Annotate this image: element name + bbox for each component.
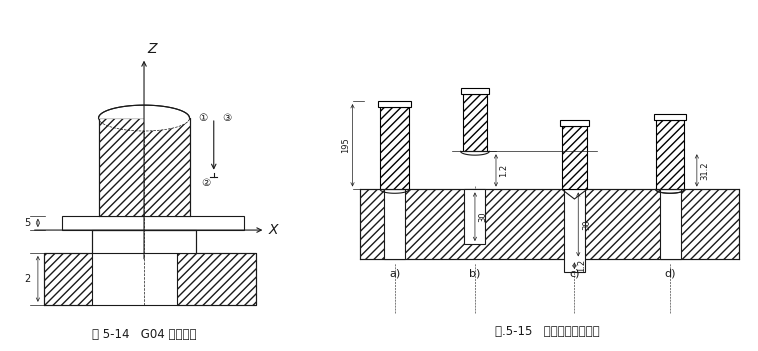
Text: 195: 195 [342, 138, 351, 153]
Bar [378, 101, 411, 107]
Text: d): d) [664, 269, 676, 279]
Bar [465, 190, 485, 244]
Bar [99, 118, 190, 216]
Bar [560, 120, 589, 126]
Text: ②: ② [202, 178, 211, 188]
Bar [381, 107, 409, 190]
Polygon shape [99, 105, 190, 118]
Text: 图 5-14   G04 编程举例: 图 5-14 G04 编程举例 [92, 328, 196, 341]
Text: 图.5-15   刀具长度补偿示例: 图.5-15 刀具长度补偿示例 [495, 325, 600, 338]
Text: 5: 5 [24, 218, 30, 228]
Text: ①: ① [199, 113, 208, 123]
Text: 30: 30 [582, 219, 591, 230]
Bar [562, 126, 587, 190]
Bar [461, 88, 490, 94]
PathPatch shape [144, 105, 190, 131]
Bar [177, 253, 256, 305]
Text: a): a) [389, 269, 400, 279]
Text: 1.2: 1.2 [578, 259, 587, 272]
Bar [654, 114, 686, 120]
Bar [462, 94, 487, 151]
Text: 2: 2 [24, 274, 30, 284]
Text: Z: Z [147, 42, 157, 56]
Bar [564, 190, 585, 272]
Text: ③: ③ [222, 113, 231, 123]
Text: X: X [268, 223, 278, 237]
Bar [384, 190, 405, 259]
Bar [659, 190, 681, 259]
Bar [360, 190, 739, 259]
Bar [92, 230, 196, 253]
Text: 30: 30 [478, 211, 487, 222]
Text: 1.2: 1.2 [499, 164, 508, 177]
Text: c): c) [569, 269, 580, 279]
Bar [44, 253, 92, 305]
Text: 31.2: 31.2 [700, 161, 709, 180]
Text: b): b) [469, 269, 481, 279]
Bar [62, 216, 244, 230]
Bar [656, 120, 684, 190]
